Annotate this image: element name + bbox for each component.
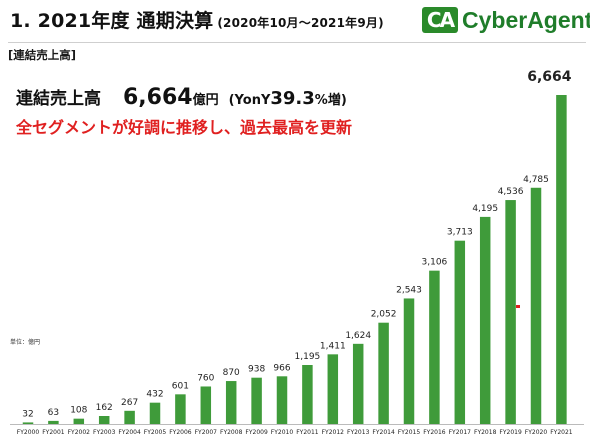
bar-fy2000 bbox=[22, 422, 34, 424]
bar-fy2011 bbox=[302, 365, 313, 424]
bar-fy2004 bbox=[124, 410, 135, 424]
kpi-yoy-prefix: (YonY bbox=[228, 93, 271, 108]
value-label-fy2013: 1,624 bbox=[345, 331, 371, 341]
title-bar: 1. 2021年度 通期決算 (2020年10月～2021年9月) CA Cybe… bbox=[0, 0, 590, 40]
tick-label-fy2007: FY2007 bbox=[195, 429, 218, 436]
logo-text: CyberAgent. bbox=[462, 7, 590, 33]
value-label-fy2004: 267 bbox=[121, 398, 138, 408]
value-label-fy2021: 6,664 bbox=[527, 69, 572, 85]
bar-fy2008 bbox=[225, 381, 237, 424]
kpi-value: 6,664 bbox=[123, 85, 193, 110]
tick-label-fy2004: FY2004 bbox=[118, 429, 141, 436]
tick-label-fy2008: FY2008 bbox=[220, 429, 243, 436]
section-label: [連結売上高] bbox=[8, 48, 77, 62]
page-title-text: 1. 2021年度 通期決算 bbox=[10, 10, 214, 32]
bar-fy2020 bbox=[530, 187, 542, 424]
tick-label-fy2015: FY2015 bbox=[398, 429, 421, 436]
bar-fy2021 bbox=[556, 95, 567, 424]
value-label-fy2002: 108 bbox=[70, 406, 87, 416]
bar-fy2019 bbox=[505, 200, 516, 424]
bar-fy2002 bbox=[73, 418, 85, 424]
value-label-fy2019: 4,536 bbox=[498, 187, 524, 197]
page-title: 1. 2021年度 通期決算 (2020年10月～2021年9月) bbox=[10, 6, 384, 33]
value-label-fy2001: 63 bbox=[48, 408, 59, 418]
tick-label-fy2002: FY2002 bbox=[68, 429, 91, 436]
bar-fy2009 bbox=[251, 377, 262, 424]
value-label-fy2006: 601 bbox=[172, 381, 189, 391]
bar-fy2014 bbox=[378, 322, 389, 424]
tick-label-fy2018: FY2018 bbox=[474, 429, 497, 436]
value-label-fy2000: 32 bbox=[22, 409, 33, 419]
value-label-fy2015: 2,543 bbox=[396, 285, 422, 295]
value-label-fy2009: 938 bbox=[248, 365, 265, 375]
bar-fy2015 bbox=[403, 298, 415, 424]
tick-label-fy2017: FY2017 bbox=[449, 429, 472, 436]
tick-label-fy2014: FY2014 bbox=[372, 429, 395, 436]
tick-label-fy2009: FY2009 bbox=[245, 429, 268, 436]
value-label-fy2008: 870 bbox=[223, 368, 240, 378]
tick-label-fy2001: FY2001 bbox=[42, 429, 65, 436]
bar-fy2016 bbox=[429, 270, 440, 424]
bar-fy2003 bbox=[98, 416, 110, 424]
title-divider bbox=[8, 42, 586, 43]
bar-fy2013 bbox=[352, 343, 364, 424]
kpi-unit: 億円 bbox=[192, 93, 219, 108]
value-label-fy2012: 1,411 bbox=[320, 341, 346, 351]
value-label-fy2017: 3,713 bbox=[447, 228, 473, 238]
value-label-fy2010: 966 bbox=[273, 363, 290, 373]
unit-note: 単位：億円 bbox=[10, 339, 41, 346]
value-label-fy2020: 4,785 bbox=[523, 175, 549, 185]
value-label-fy2005: 432 bbox=[146, 390, 163, 400]
value-label-fy2003: 162 bbox=[96, 403, 113, 413]
tick-label-fy2010: FY2010 bbox=[271, 429, 294, 436]
value-label-fy2011: 1,195 bbox=[295, 352, 321, 362]
tick-label-fy2000: FY2000 bbox=[17, 429, 40, 436]
bar-fy2012 bbox=[327, 354, 339, 424]
tick-label-fy2013: FY2013 bbox=[347, 429, 370, 436]
logo-mark-icon: CA bbox=[422, 7, 458, 33]
value-label-fy2007: 760 bbox=[197, 373, 214, 383]
bar-fy2007 bbox=[200, 386, 212, 424]
kpi-summary: 連結売上高 6,664億円 (YonY39.3%増) bbox=[16, 84, 347, 110]
value-label-fy2014: 2,052 bbox=[371, 310, 397, 320]
kpi-label: 連結売上高 bbox=[16, 89, 101, 109]
tick-label-fy2021: FY2021 bbox=[550, 429, 573, 436]
tick-label-fy2011: FY2011 bbox=[296, 429, 319, 436]
tick-label-fy2005: FY2005 bbox=[144, 429, 167, 436]
value-label-fy2018: 4,195 bbox=[472, 204, 498, 214]
bar-fy2001 bbox=[48, 420, 59, 424]
tick-label-fy2019: FY2019 bbox=[499, 429, 522, 436]
kpi-yoy-suffix: %増) bbox=[314, 93, 347, 108]
page-subtitle: (2020年10月～2021年9月) bbox=[217, 16, 384, 30]
tick-label-fy2006: FY2006 bbox=[169, 429, 192, 436]
bar-fy2017 bbox=[454, 240, 466, 424]
bar-fy2006 bbox=[175, 394, 186, 424]
bar-fy2005 bbox=[149, 402, 161, 424]
tick-label-fy2012: FY2012 bbox=[322, 429, 345, 436]
tick-label-fy2020: FY2020 bbox=[525, 429, 548, 436]
headline: 全セグメントが好調に推移し、過去最高を更新 bbox=[16, 118, 353, 137]
bar-fy2018 bbox=[479, 216, 491, 424]
cyberagent-logo: CA CyberAgent. bbox=[422, 5, 590, 35]
red-marker bbox=[516, 305, 520, 308]
kpi-yoy-value: 39.3 bbox=[270, 88, 315, 109]
tick-label-fy2016: FY2016 bbox=[423, 429, 446, 436]
value-label-fy2016: 3,106 bbox=[422, 258, 448, 268]
tick-label-fy2003: FY2003 bbox=[93, 429, 116, 436]
bar-fy2010 bbox=[276, 376, 288, 424]
